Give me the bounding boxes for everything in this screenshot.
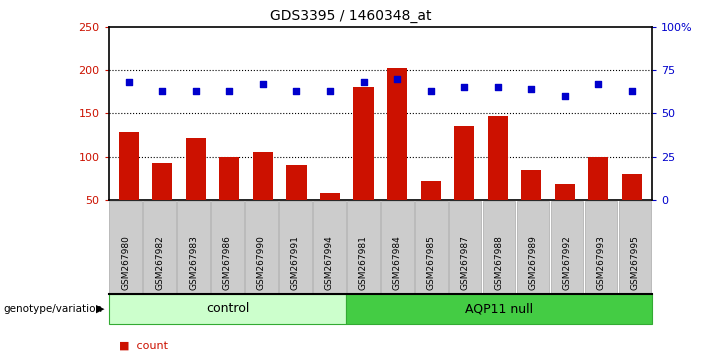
Point [492,84,503,90]
Point [123,79,135,85]
Text: GSM267991: GSM267991 [291,235,300,290]
Text: GDS3395 / 1460348_at: GDS3395 / 1460348_at [270,9,431,23]
Point [458,84,470,90]
Bar [186,138,206,200]
Bar [219,156,240,200]
Bar [488,116,508,200]
Text: control: control [206,302,249,315]
Bar [253,152,273,200]
Text: GSM267988: GSM267988 [495,235,503,290]
Point [358,79,369,85]
Bar [320,193,340,200]
Text: GSM267995: GSM267995 [630,235,639,290]
Bar [622,174,642,200]
Text: GSM267984: GSM267984 [393,235,402,290]
Text: GSM267987: GSM267987 [461,235,470,290]
Point [425,88,436,93]
Text: GSM267986: GSM267986 [223,235,232,290]
Bar [353,87,374,200]
Text: GSM267989: GSM267989 [529,235,538,290]
Text: GSM267990: GSM267990 [257,235,266,290]
Text: AQP11 null: AQP11 null [465,302,533,315]
Point [325,88,336,93]
Point [626,88,637,93]
Bar [421,181,441,200]
Point [391,76,402,81]
Bar [588,156,608,200]
Point [224,88,235,93]
Point [257,81,268,87]
Text: GSM267993: GSM267993 [597,235,606,290]
Point [157,88,168,93]
Text: GSM267982: GSM267982 [155,235,164,290]
Bar [554,184,575,200]
Text: ▶: ▶ [96,304,104,314]
Text: GSM267983: GSM267983 [189,235,198,290]
Text: GSM267994: GSM267994 [325,235,334,290]
Text: GSM267981: GSM267981 [359,235,368,290]
Bar [287,165,306,200]
Text: GSM267985: GSM267985 [427,235,436,290]
Text: GSM267992: GSM267992 [562,235,571,290]
Point [291,88,302,93]
Bar [118,132,139,200]
Point [592,81,604,87]
Point [190,88,201,93]
Point [526,86,537,92]
Text: GSM267980: GSM267980 [121,235,130,290]
Bar [454,126,474,200]
Bar [521,170,541,200]
Bar [387,68,407,200]
Text: ■  count: ■ count [119,340,168,350]
Text: genotype/variation: genotype/variation [4,304,102,314]
Bar [152,163,172,200]
Point [559,93,571,99]
